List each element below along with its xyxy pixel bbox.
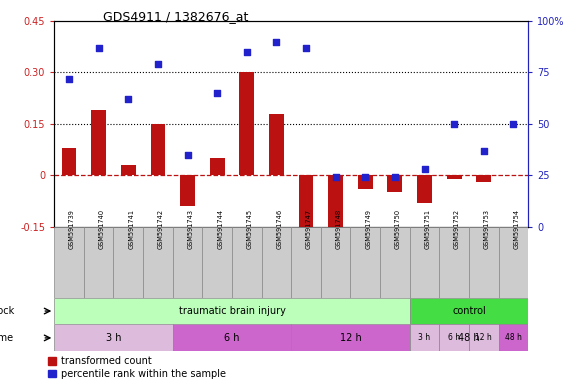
Bar — [180, 175, 195, 206]
Bar — [321, 227, 351, 298]
Bar — [351, 227, 380, 298]
Bar — [232, 227, 262, 298]
Bar — [417, 175, 432, 203]
Bar — [328, 175, 343, 244]
Bar — [498, 227, 528, 298]
Text: 3 h: 3 h — [106, 333, 121, 343]
Bar — [388, 175, 403, 192]
Bar — [469, 227, 498, 298]
Bar — [121, 165, 136, 175]
Bar — [173, 227, 202, 298]
Bar — [291, 324, 410, 351]
Text: GSM591743: GSM591743 — [187, 209, 194, 249]
Point — [479, 147, 488, 154]
Bar — [439, 227, 469, 298]
Bar — [173, 324, 291, 351]
Bar — [498, 324, 528, 351]
Point — [361, 174, 370, 180]
Point — [154, 61, 163, 67]
Point — [94, 45, 103, 51]
Bar — [269, 114, 284, 175]
Text: GSM591745: GSM591745 — [247, 209, 253, 249]
Bar — [410, 324, 439, 351]
Point — [124, 96, 133, 102]
Point — [420, 166, 429, 172]
Bar — [62, 148, 77, 175]
Bar — [469, 324, 498, 351]
Text: GSM591740: GSM591740 — [99, 209, 104, 249]
Bar — [262, 227, 291, 298]
Text: 3 h: 3 h — [419, 333, 431, 343]
Bar — [380, 227, 410, 298]
Text: traumatic brain injury: traumatic brain injury — [179, 306, 286, 316]
Text: 12 h: 12 h — [340, 333, 361, 343]
Text: GSM591754: GSM591754 — [513, 209, 520, 249]
Text: GDS4911 / 1382676_at: GDS4911 / 1382676_at — [103, 10, 248, 23]
Text: GSM591748: GSM591748 — [336, 209, 341, 249]
Text: time: time — [0, 333, 14, 343]
Bar — [239, 73, 254, 175]
Bar — [143, 227, 173, 298]
Text: 48 h: 48 h — [505, 333, 522, 343]
Bar — [410, 298, 528, 324]
Text: 12 h: 12 h — [476, 333, 492, 343]
Text: GSM591741: GSM591741 — [128, 209, 134, 249]
Text: 48 h: 48 h — [458, 333, 480, 343]
Bar — [91, 110, 106, 175]
Text: GSM591746: GSM591746 — [276, 209, 283, 249]
Bar — [410, 324, 528, 351]
Bar — [476, 175, 491, 182]
Text: GSM591752: GSM591752 — [454, 209, 460, 249]
Text: control: control — [452, 306, 486, 316]
Text: GSM591751: GSM591751 — [424, 209, 431, 249]
Point — [509, 121, 518, 127]
Text: 6 h: 6 h — [448, 333, 460, 343]
Point — [65, 76, 74, 82]
Bar — [84, 227, 114, 298]
Text: GSM591739: GSM591739 — [69, 209, 75, 248]
Point — [449, 121, 459, 127]
Point — [391, 174, 400, 180]
Bar — [447, 175, 461, 179]
Bar — [410, 227, 439, 298]
Bar — [202, 227, 232, 298]
Text: GSM591753: GSM591753 — [484, 209, 490, 249]
Point — [331, 174, 340, 180]
Legend: transformed count, percentile rank within the sample: transformed count, percentile rank withi… — [48, 356, 226, 379]
Bar — [210, 158, 224, 175]
Bar — [299, 175, 313, 233]
Bar — [439, 324, 469, 351]
Text: 6 h: 6 h — [224, 333, 240, 343]
Bar — [54, 298, 410, 324]
Text: GSM591750: GSM591750 — [395, 209, 401, 249]
Bar — [358, 175, 373, 189]
Text: GSM591744: GSM591744 — [217, 209, 223, 249]
Bar — [151, 124, 166, 175]
Text: GSM591747: GSM591747 — [306, 209, 312, 249]
Bar — [54, 227, 84, 298]
Text: GSM591742: GSM591742 — [158, 209, 164, 249]
Point — [242, 49, 251, 55]
Text: shock: shock — [0, 306, 14, 316]
Bar — [114, 227, 143, 298]
Bar — [54, 324, 173, 351]
Bar — [291, 227, 321, 298]
Text: GSM591749: GSM591749 — [365, 209, 371, 249]
Point — [183, 152, 192, 158]
Point — [301, 45, 311, 51]
Point — [212, 90, 222, 96]
Point — [272, 39, 281, 45]
